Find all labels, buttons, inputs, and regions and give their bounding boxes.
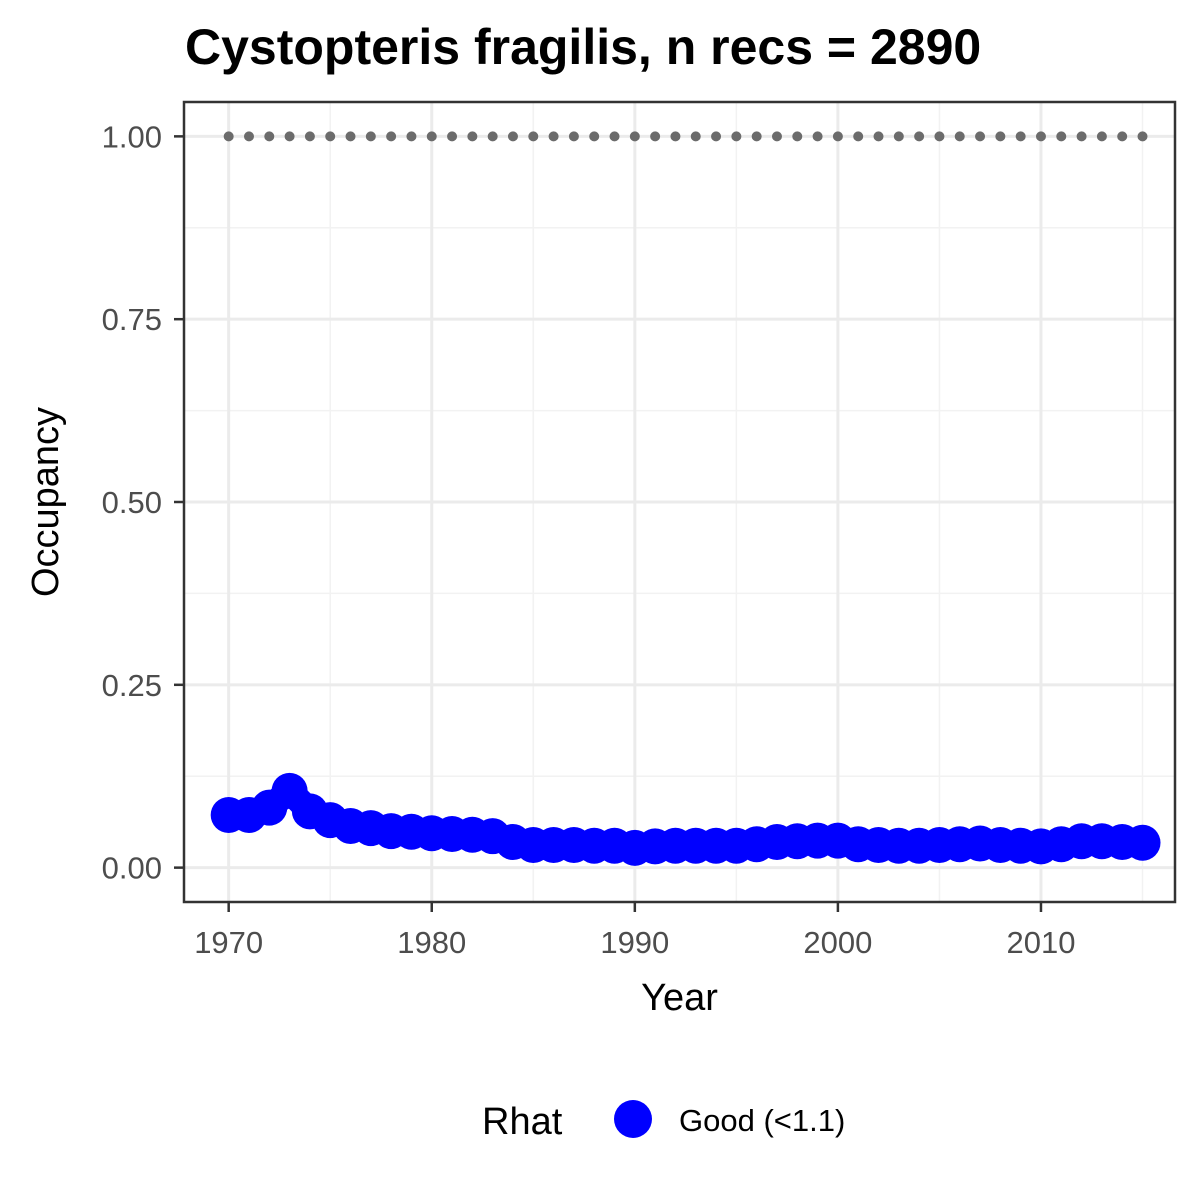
reference-point bbox=[365, 131, 376, 142]
reference-point bbox=[731, 131, 742, 142]
reference-point bbox=[1056, 131, 1067, 142]
reference-point bbox=[1015, 131, 1026, 142]
reference-point bbox=[589, 131, 600, 142]
reference-point bbox=[873, 131, 884, 142]
legend-key-marker bbox=[614, 1100, 652, 1138]
x-tick-label: 1970 bbox=[194, 925, 263, 960]
grid-layer bbox=[184, 102, 1175, 902]
reference-point bbox=[426, 131, 437, 142]
y-tick-label: 0.25 bbox=[102, 668, 162, 703]
reference-point bbox=[751, 131, 762, 142]
reference-point bbox=[528, 131, 539, 142]
reference-point bbox=[934, 131, 945, 142]
x-tick-label: 1990 bbox=[600, 925, 669, 960]
reference-point bbox=[284, 131, 295, 142]
reference-point bbox=[304, 131, 315, 142]
reference-point bbox=[223, 131, 234, 142]
reference-point bbox=[975, 131, 986, 142]
x-axis-title: Year bbox=[641, 977, 718, 1019]
reference-point bbox=[1117, 131, 1128, 142]
x-tick-label: 2010 bbox=[1006, 925, 1075, 960]
axis-layer: 1970 1980 1990 2000 2010 0.00 0.25 0.50 0.75 1.00 bbox=[102, 119, 1076, 960]
reference-point bbox=[345, 131, 356, 142]
reference-point bbox=[1076, 131, 1087, 142]
y-tick-label: 0.50 bbox=[102, 485, 162, 520]
x-tick-label: 2000 bbox=[803, 925, 872, 960]
reference-point bbox=[853, 131, 864, 142]
reference-line-layer bbox=[223, 131, 1148, 142]
reference-point bbox=[609, 131, 620, 142]
reference-point bbox=[914, 131, 925, 142]
reference-point bbox=[548, 131, 559, 142]
legend-title: Rhat bbox=[482, 1101, 563, 1143]
occupancy-series-layer bbox=[210, 772, 1161, 866]
reference-point bbox=[812, 131, 823, 142]
y-tick-label: 0.75 bbox=[102, 302, 162, 337]
reference-point bbox=[243, 131, 254, 142]
reference-point bbox=[629, 131, 640, 142]
legend-entry-label: Good (<1.1) bbox=[679, 1103, 845, 1138]
reference-point bbox=[670, 131, 681, 142]
reference-point bbox=[325, 131, 336, 142]
y-axis-title: Occupancy bbox=[25, 407, 67, 597]
reference-point bbox=[954, 131, 965, 142]
reference-point bbox=[1096, 131, 1107, 142]
reference-point bbox=[650, 131, 661, 142]
reference-point bbox=[487, 131, 498, 142]
reference-point bbox=[447, 131, 458, 142]
y-tick-label: 1.00 bbox=[102, 119, 162, 154]
reference-point bbox=[792, 131, 803, 142]
reference-point bbox=[893, 131, 904, 142]
x-tick-label: 1980 bbox=[397, 925, 466, 960]
reference-point bbox=[386, 131, 397, 142]
reference-point bbox=[467, 131, 478, 142]
reference-point bbox=[264, 131, 275, 142]
reference-point bbox=[711, 131, 722, 142]
reference-point bbox=[406, 131, 417, 142]
reference-point bbox=[690, 131, 701, 142]
reference-point bbox=[995, 131, 1006, 142]
occupancy-point bbox=[1124, 824, 1161, 861]
reference-point bbox=[568, 131, 579, 142]
y-tick-label: 0.00 bbox=[102, 851, 162, 886]
reference-point bbox=[507, 131, 518, 142]
chart-title: Cystopteris fragilis, n recs = 2890 bbox=[185, 19, 981, 75]
reference-point bbox=[1137, 131, 1148, 142]
reference-point bbox=[1035, 131, 1046, 142]
reference-point bbox=[771, 131, 782, 142]
reference-point bbox=[832, 131, 843, 142]
legend: Rhat Good (<1.1) bbox=[482, 1100, 845, 1143]
